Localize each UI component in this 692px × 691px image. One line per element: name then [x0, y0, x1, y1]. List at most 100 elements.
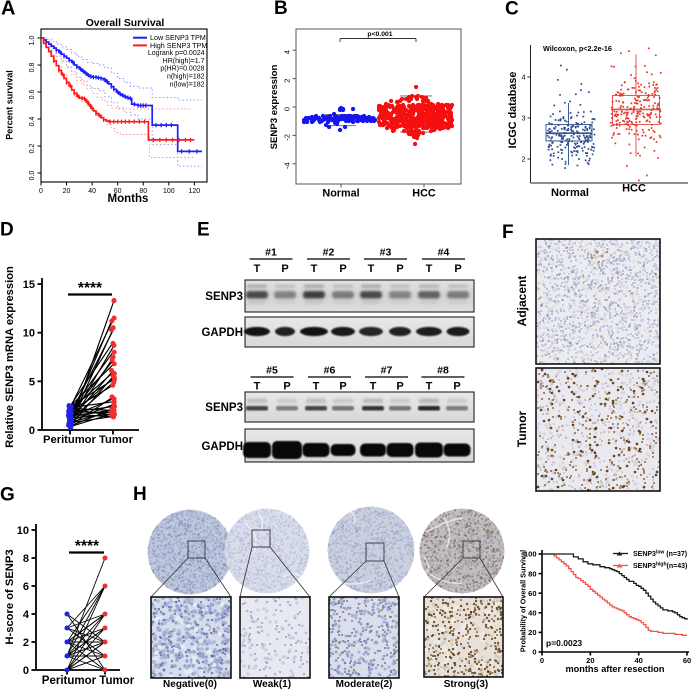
svg-text:****: **** — [78, 280, 103, 297]
svg-text:Peritumor Tumor: Peritumor Tumor — [42, 675, 135, 687]
svg-text:P: P — [454, 263, 461, 275]
svg-text:Low SENP3 TPM: Low SENP3 TPM — [150, 33, 206, 42]
svg-text:4: 4 — [522, 75, 526, 82]
svg-text:100: 100 — [163, 188, 175, 195]
svg-text:SENP3: SENP3 — [205, 291, 243, 303]
svg-text:Relative SENP3 mRNA expression: Relative SENP3 mRNA expression — [4, 266, 16, 448]
svg-text:0: 0 — [283, 107, 292, 111]
svg-text:n(high)=182: n(high)=182 — [167, 74, 205, 81]
svg-text:10: 10 — [17, 525, 29, 537]
svg-text:p<0.001: p<0.001 — [367, 31, 392, 38]
svg-text:#8: #8 — [437, 365, 449, 377]
svg-text:20: 20 — [528, 628, 536, 637]
svg-text:****: **** — [75, 538, 100, 555]
svg-text:ICGC database: ICGC database — [507, 72, 519, 149]
svg-text:0: 0 — [29, 425, 35, 437]
svg-text:80: 80 — [139, 188, 147, 195]
svg-text:Moderate(2): Moderate(2) — [336, 679, 393, 690]
svg-text:#4: #4 — [438, 247, 450, 259]
svg-text:GAPDH: GAPDH — [201, 327, 243, 339]
svg-text:HCC: HCC — [412, 188, 436, 200]
svg-text:20: 20 — [586, 656, 594, 665]
svg-text:0.6: 0.6 — [29, 90, 36, 100]
svg-text:P: P — [339, 381, 346, 393]
svg-text:C: C — [505, 0, 519, 20]
svg-text:E: E — [197, 220, 210, 241]
svg-text:Negative(0): Negative(0) — [163, 679, 217, 690]
svg-text:H-score of SENP3: H-score of SENP3 — [4, 549, 16, 644]
svg-text:SENP3low (n=37): SENP3low (n=37) — [633, 550, 687, 559]
svg-text:P: P — [453, 381, 460, 393]
svg-text:Normal: Normal — [322, 188, 359, 200]
svg-text:4: 4 — [23, 609, 30, 621]
svg-text:0: 0 — [39, 188, 43, 195]
svg-text:0.2: 0.2 — [29, 144, 36, 154]
svg-text:Probability of Overall Surviva: Probability of Overall Survival — [519, 550, 528, 652]
svg-text:Overall Survival: Overall Survival — [86, 18, 165, 29]
svg-text:T: T — [254, 263, 261, 275]
svg-text:HCC: HCC — [622, 183, 646, 195]
svg-text:#6: #6 — [324, 365, 336, 377]
svg-text:0.8: 0.8 — [29, 63, 36, 73]
svg-text:Adjacent: Adjacent — [515, 276, 529, 327]
svg-text:P: P — [281, 263, 288, 275]
svg-text:40: 40 — [88, 188, 96, 195]
svg-text:120: 120 — [189, 188, 201, 195]
svg-text:#2: #2 — [323, 247, 335, 259]
svg-text:D: D — [0, 220, 14, 241]
svg-text:15: 15 — [23, 279, 35, 291]
svg-text:P: P — [283, 381, 290, 393]
svg-text:T: T — [254, 381, 261, 393]
svg-text:60: 60 — [114, 188, 122, 195]
svg-text:#3: #3 — [380, 247, 392, 259]
svg-text:Months: Months — [108, 193, 149, 205]
svg-text:0.0: 0.0 — [29, 171, 36, 181]
svg-text:40: 40 — [528, 609, 536, 618]
svg-text:A: A — [1, 0, 15, 20]
svg-text:Normal: Normal — [551, 187, 589, 199]
svg-text:-4: -4 — [283, 162, 292, 169]
svg-text:T: T — [426, 381, 433, 393]
svg-text:B: B — [274, 0, 288, 19]
svg-text:0.4: 0.4 — [29, 117, 36, 127]
svg-text:P: P — [396, 263, 403, 275]
svg-text:#1: #1 — [265, 247, 277, 259]
svg-text:Percent survival: Percent survival — [5, 70, 15, 140]
svg-text:High SENP3 TPM: High SENP3 TPM — [150, 41, 207, 50]
svg-text:GAPDH: GAPDH — [201, 441, 243, 453]
svg-text:10: 10 — [23, 328, 35, 340]
svg-text:40: 40 — [635, 656, 643, 665]
svg-text:2: 2 — [283, 79, 292, 83]
svg-text:3: 3 — [522, 116, 526, 123]
svg-text:0: 0 — [532, 648, 536, 657]
svg-text:20: 20 — [63, 188, 71, 195]
svg-text:T: T — [368, 263, 375, 275]
svg-text:months after resection: months after resection — [565, 664, 664, 674]
svg-text:Strong(3): Strong(3) — [444, 679, 488, 690]
svg-text:HR(high)=1.7: HR(high)=1.7 — [163, 58, 205, 65]
svg-text:T: T — [313, 381, 320, 393]
svg-text:#7: #7 — [381, 365, 393, 377]
svg-text:T: T — [426, 263, 433, 275]
svg-text:Logrank p=0.0024: Logrank p=0.0024 — [148, 50, 205, 57]
svg-text:T: T — [311, 263, 318, 275]
svg-text:2: 2 — [522, 157, 526, 164]
svg-text:8: 8 — [23, 553, 29, 565]
svg-text:100: 100 — [524, 550, 537, 559]
svg-text:2: 2 — [23, 637, 29, 649]
svg-text:p=0.0023: p=0.0023 — [546, 638, 582, 648]
svg-text:0: 0 — [540, 656, 544, 665]
svg-text:60: 60 — [528, 589, 536, 598]
svg-text:SENP3high(n=43): SENP3high(n=43) — [633, 562, 687, 571]
svg-text:n(low)=182: n(low)=182 — [170, 82, 205, 89]
svg-text:1.0: 1.0 — [29, 36, 36, 46]
svg-text:p(HR)=0.0028: p(HR)=0.0028 — [160, 66, 204, 73]
svg-text:T: T — [370, 381, 377, 393]
svg-text:G: G — [0, 485, 15, 506]
svg-text:5: 5 — [29, 376, 35, 388]
svg-text:Weak(1): Weak(1) — [253, 679, 291, 690]
svg-text:Wilcoxon, p<2.2e-16: Wilcoxon, p<2.2e-16 — [543, 44, 612, 53]
svg-text:-2: -2 — [283, 134, 292, 141]
svg-text:60: 60 — [683, 656, 691, 665]
svg-text:P: P — [339, 263, 346, 275]
